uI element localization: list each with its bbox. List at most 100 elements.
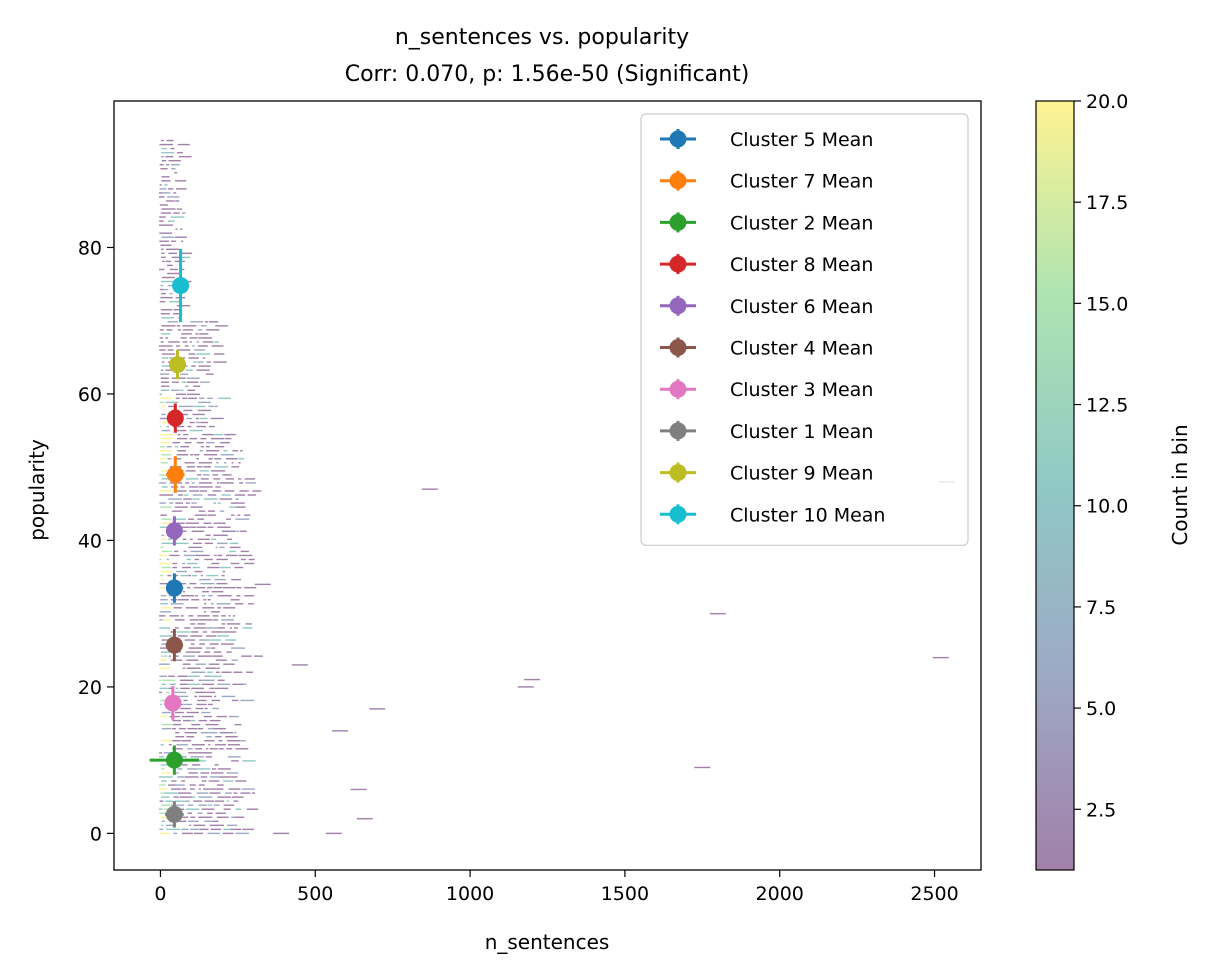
density-bin [216,784,224,786]
density-bin [211,631,224,633]
density-bin [197,518,205,520]
density-bin [196,703,207,706]
density-bin [211,772,224,774]
density-bin [524,678,541,681]
density-bin [182,325,197,327]
density-bin [160,816,171,818]
density-bin [161,151,175,154]
density-bin [211,699,221,702]
density-bin [167,272,180,275]
density-bin [182,256,191,259]
density-bin [213,522,226,524]
density-bin [180,687,190,690]
density-bin [182,667,186,669]
cluster-mean-marker [164,694,182,712]
density-bin [195,333,199,335]
colorbar-tick-label: 12.5 [1086,395,1128,417]
density-bin [192,498,200,500]
cluster-mean-marker [165,805,183,823]
legend: Cluster 5 Mean Cluster 7 Mean Cluster 2 Me… [640,113,969,546]
density-bin [185,808,200,810]
density-bin [196,425,206,428]
density-bin [215,325,228,327]
density-bin [182,566,191,569]
density-bin [179,683,188,686]
density-bin [160,651,170,653]
density-bin [185,385,189,387]
density-bin [219,731,234,734]
density-bin [229,627,233,629]
density-bin [245,482,256,484]
density-bin [181,740,189,742]
density-bin [172,562,178,565]
density-bin [195,691,207,694]
density-bin [215,546,218,549]
colorbar-tick-label: 15.0 [1086,293,1128,315]
density-bin [198,788,201,790]
density-bin [204,321,209,323]
density-bin [209,824,224,827]
density-bin [176,325,181,327]
density-bin [193,385,201,387]
density-bin [231,776,238,778]
density-bin [160,659,167,661]
density-bin [166,824,177,827]
cluster-mean-point [165,573,183,603]
density-bin [225,437,232,440]
density-bin [190,756,204,758]
density-bin [178,405,194,408]
density-bin [219,498,233,500]
density-bin [932,656,949,659]
density-bin [231,659,238,661]
density-bin [159,611,171,613]
density-bin [187,425,192,428]
density-bin [234,816,245,818]
density-bin [159,490,172,492]
density-bin [421,488,438,490]
density-bin [216,582,228,585]
density-bin [163,752,175,754]
density-bin [190,643,195,645]
density-bin [223,462,227,464]
density-bin [204,611,207,613]
density-bin [189,490,200,492]
density-bin [189,582,197,585]
density-bin [161,566,172,569]
density-bin [159,425,162,428]
density-bin [254,655,263,657]
density-bin [233,671,243,673]
density-bin [217,526,231,528]
density-bin [205,723,219,726]
density-bin [159,184,162,186]
density-bin [159,554,167,557]
density-bin [160,296,173,299]
density-bin [193,627,205,629]
legend-label: Cluster 1 Mean [730,421,873,443]
density-bin [170,216,185,218]
density-bin [188,353,196,355]
density-bin [170,659,183,661]
density-bin [161,155,165,158]
x-tick-label: 2000 [756,883,804,905]
density-bin [197,615,210,617]
density-bin [162,619,171,621]
density-bin [201,595,206,597]
density-bin [224,433,236,436]
density-bin [218,397,231,400]
density-bin [177,776,185,778]
density-bin [160,703,163,706]
density-bin [209,792,221,794]
density-bin [159,832,170,835]
density-bin [161,486,168,488]
density-bin [212,490,222,492]
density-bin [181,562,186,565]
density-bin [161,772,172,774]
density-bin [172,482,183,484]
density-bin [171,168,176,170]
density-bin [230,599,240,601]
density-bin [198,482,204,484]
density-bin [159,800,164,802]
density-bin [159,188,167,190]
density-bin [178,155,192,158]
density-bin [221,619,235,621]
